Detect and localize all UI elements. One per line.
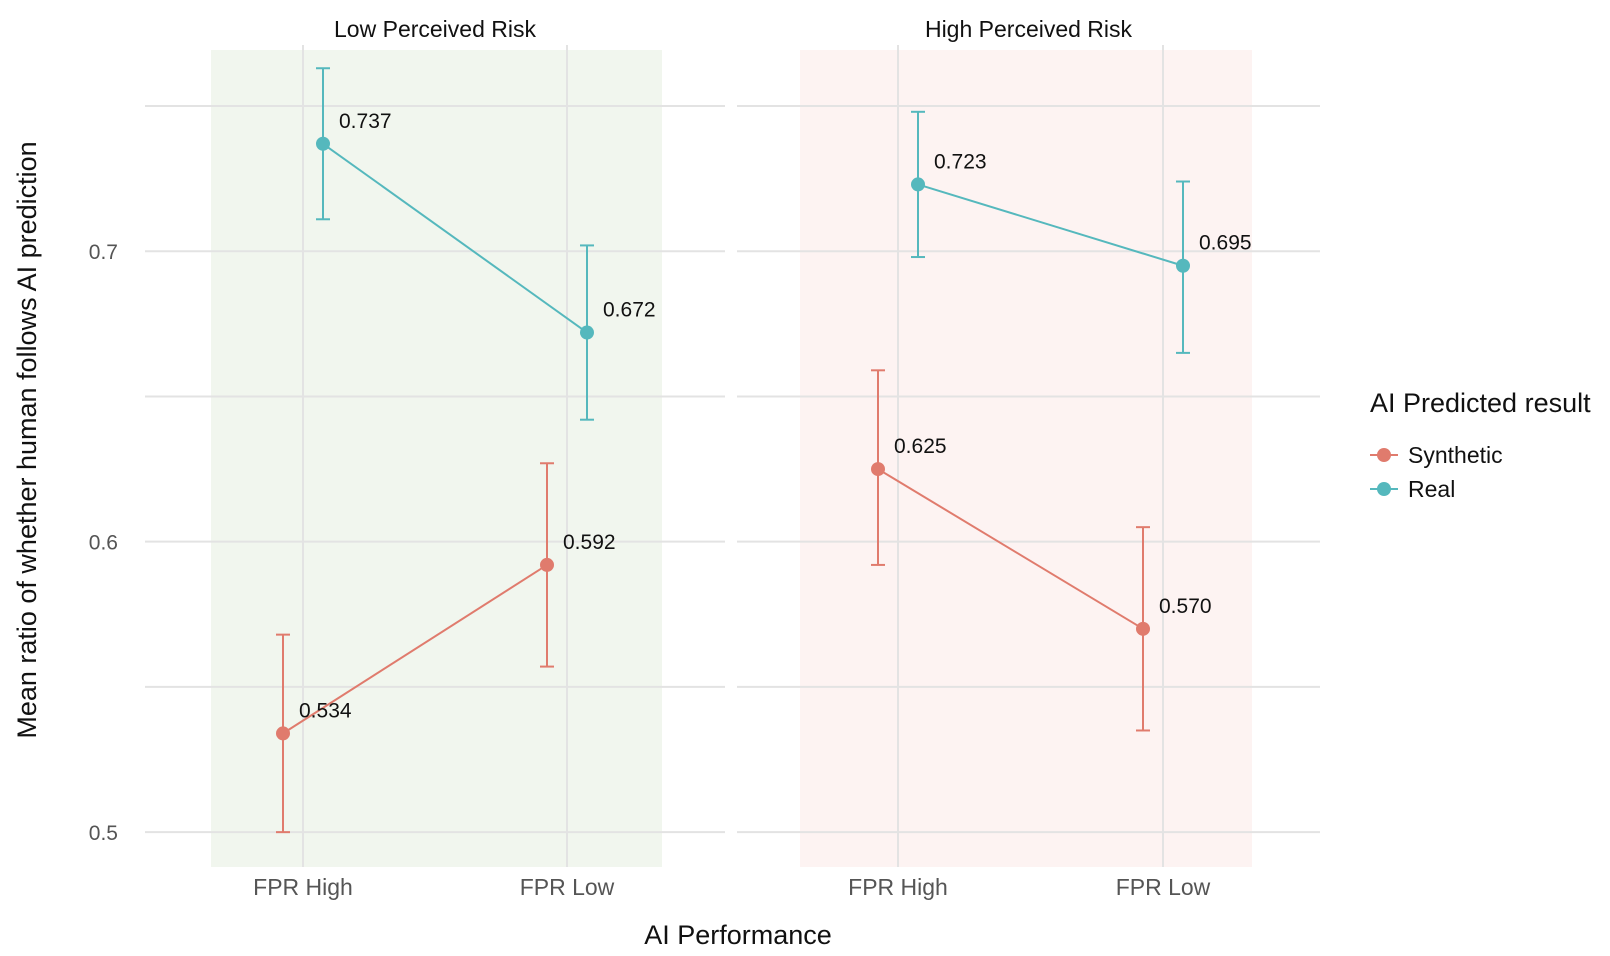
data-label: 0.592	[563, 531, 616, 554]
data-point	[316, 136, 330, 151]
panel-title: Low Perceived Risk	[334, 16, 536, 42]
x-tick-label: FPR Low	[1116, 874, 1211, 900]
legend-label: Real	[1408, 476, 1455, 502]
x-tick-label: FPR High	[848, 874, 948, 900]
y-tick-label: 0.6	[89, 532, 118, 555]
legend-label: Synthetic	[1408, 442, 1503, 468]
y-tick-label: 0.7	[89, 241, 118, 264]
data-label: 0.672	[603, 299, 656, 322]
x-tick-label: FPR High	[253, 874, 353, 900]
data-point	[1136, 621, 1150, 636]
data-point	[871, 462, 885, 477]
data-label: 0.723	[934, 150, 987, 173]
data-point	[276, 726, 290, 741]
series-synthetic: 0.534 0.592	[276, 462, 616, 834]
data-point	[911, 177, 925, 192]
legend-title: AI Predicted result	[1370, 388, 1591, 418]
data-point	[1176, 258, 1190, 273]
x-axis-label: AI Performance	[644, 920, 832, 950]
data-point	[540, 557, 554, 572]
data-label: 0.695	[1199, 232, 1252, 255]
data-label: 0.534	[299, 699, 352, 722]
data-label: 0.737	[339, 110, 392, 133]
panel-title: High Perceived Risk	[925, 16, 1133, 42]
data-point	[580, 325, 594, 340]
x-tick-label: FPR Low	[520, 874, 615, 900]
legend-key-point	[1377, 482, 1391, 496]
panel-background	[211, 50, 662, 867]
series-line	[282, 564, 548, 735]
y-tick-label: 0.5	[89, 822, 118, 845]
series-real: 0.723 0.695	[911, 110, 1252, 354]
series-synthetic: 0.625 0.570	[871, 369, 1212, 732]
data-label: 0.625	[894, 435, 947, 458]
data-label: 0.570	[1159, 595, 1212, 618]
panel-background	[800, 50, 1252, 867]
series-real: 0.737 0.672	[316, 67, 656, 421]
series-line	[322, 142, 588, 334]
legend-key-point	[1377, 448, 1391, 462]
y-axis-label: Mean ratio of whether human follows AI p…	[12, 141, 42, 738]
legend: AI Predicted result Synthetic Real	[1370, 388, 1591, 502]
series-line	[917, 183, 1184, 267]
series-line	[877, 468, 1144, 630]
